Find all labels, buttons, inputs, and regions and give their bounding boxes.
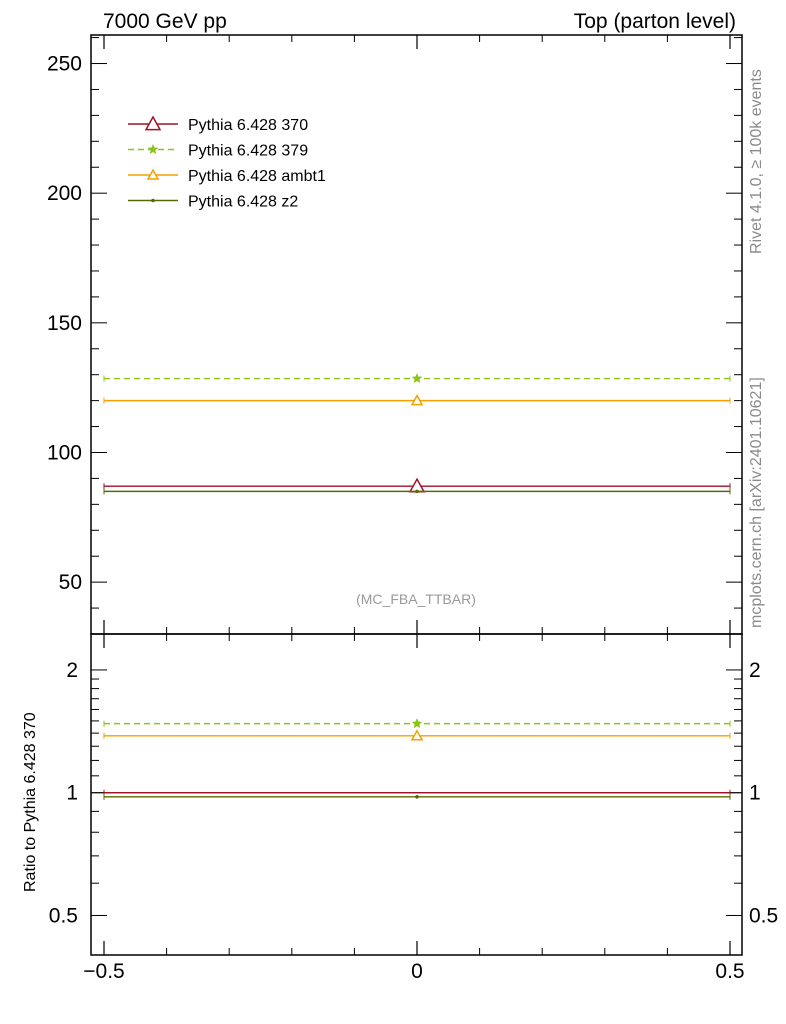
main-y-tick-label: 150 [47, 312, 82, 335]
header-left: 7000 GeV pp [103, 10, 227, 33]
x-tick-label: 0 [411, 960, 423, 983]
star-marker [147, 143, 159, 155]
rivet-version-label: Rivet 4.1.0, ≥ 100k events [748, 69, 765, 254]
main-y-tick-label: 100 [47, 441, 82, 464]
triangle-marker [410, 394, 424, 406]
analysis-annotation: (MC_FBA_TTBAR) [356, 591, 476, 607]
ratio-panel: −0.5 0 0.5 0.5 0.5 1 1 2 2 [49, 633, 778, 983]
main-y-tick-label: 50 [59, 571, 82, 594]
header-right: Top (parton level) [574, 10, 736, 33]
triangle-marker [146, 168, 160, 180]
ratio-y-tick-label: 0.5 [49, 904, 78, 927]
main-y-tick-label: 200 [47, 182, 82, 205]
triangle-marker [410, 729, 424, 741]
legend-entry: Pythia 6.428 ambt1 [188, 168, 326, 185]
legend-entry: Pythia 6.428 z2 [188, 194, 298, 211]
triangle-marker [144, 115, 162, 131]
dot-marker [415, 489, 419, 494]
ratio-plot-frame [90, 633, 743, 956]
dot-marker [151, 198, 155, 203]
dot-marker [415, 795, 419, 799]
ratio-y-tick-label: 1 [66, 782, 78, 805]
star-marker [411, 717, 423, 729]
x-tick-label: −0.5 [83, 960, 124, 983]
legend-entry: Pythia 6.428 379 [188, 143, 308, 160]
mcplots-label: mcplots.cern.ch [arXiv:2401.10621] [748, 377, 765, 628]
main-panel: 50 100 150 200 250 Pythia 6.428 370 Pythia 6.4… [47, 34, 743, 635]
legend-entry: Pythia 6.428 370 [188, 117, 308, 134]
x-tick-label: 0.5 [715, 960, 744, 983]
main-y-tick-label: 250 [47, 53, 82, 76]
star-marker [411, 372, 423, 384]
ratio-y-tick-label-right: 0.5 [749, 904, 778, 927]
ratio-y-tick-label-right: 2 [749, 659, 761, 682]
ratio-y-tick-label: 2 [66, 659, 78, 682]
ratio-y-axis-label: Ratio to Pythia 6.428 370 [22, 712, 39, 892]
ratio-y-tick-label-right: 1 [749, 782, 761, 805]
